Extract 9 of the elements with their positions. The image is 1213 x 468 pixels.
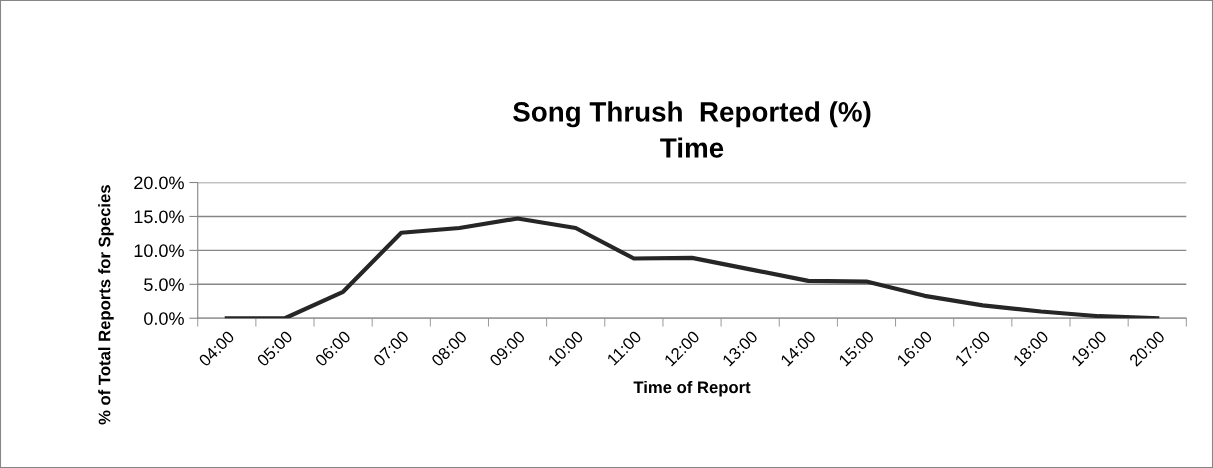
chart-title: Song Thrush Reported (%) Time bbox=[513, 101, 871, 158]
x-axis-title: Time of Report bbox=[633, 380, 751, 397]
y-tick-label: 0.0% bbox=[144, 312, 184, 325]
y-tick-label: 20.0% bbox=[134, 176, 184, 190]
y-tick-label: 15.0% bbox=[134, 210, 184, 224]
line-series bbox=[224, 216, 1160, 319]
y-tick-label: 10.0% bbox=[134, 244, 184, 258]
y-tick-label: 5.0% bbox=[144, 278, 184, 292]
y-axis-title: % of Total Reports for Species bbox=[98, 185, 114, 425]
